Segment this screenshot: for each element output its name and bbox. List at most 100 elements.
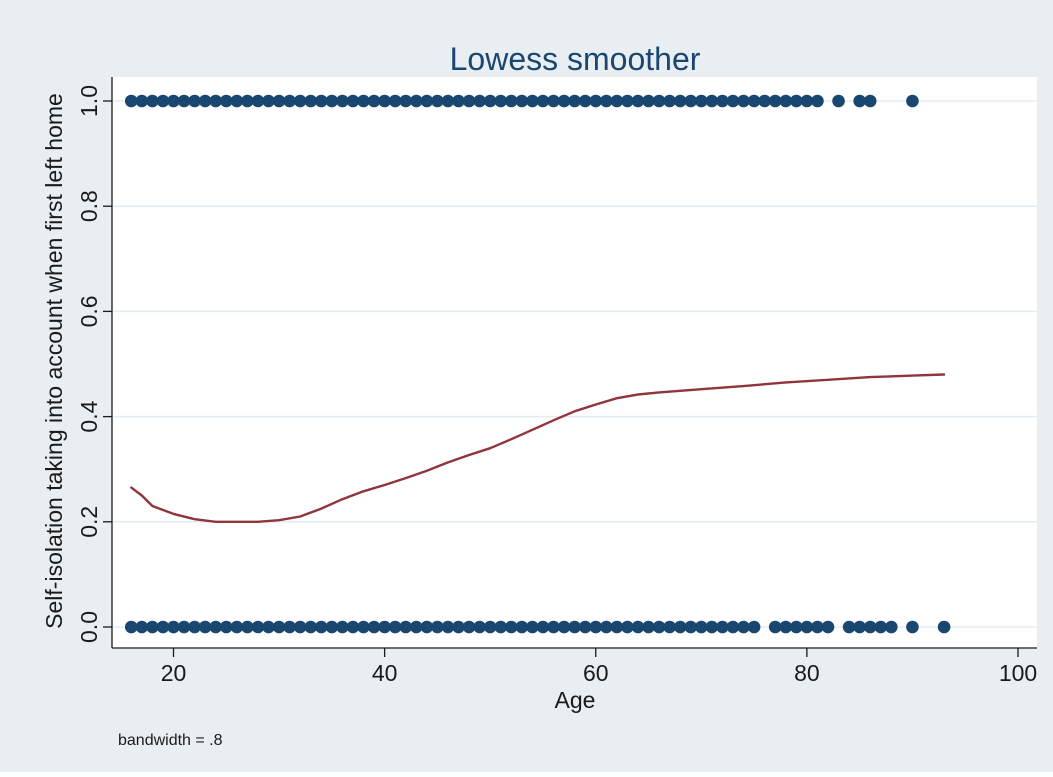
data-point-s0-59 [747, 94, 761, 108]
data-point-s1-67 [853, 620, 866, 634]
data-point-s0-48 [631, 94, 645, 108]
chart-title: Lowess smoother [450, 41, 701, 77]
data-point-s1-42 [568, 620, 581, 634]
lowess-line-group [130, 373, 946, 523]
data-point-s1-28 [420, 620, 434, 634]
data-point-s0-3 [156, 94, 170, 108]
data-point-s0-6 [188, 94, 201, 108]
y-axis-ticks: 0.0 0.2 0.4 0.6 0.8 1.0 [76, 85, 112, 643]
data-point-s1-53 [684, 620, 698, 634]
data-point-s0-55 [705, 94, 719, 108]
x-axis-label: Age [555, 687, 596, 713]
data-point-s0-29 [431, 94, 444, 108]
data-point-s1-40 [547, 620, 560, 634]
data-point-s1-16 [293, 620, 307, 634]
lowess-line [130, 373, 946, 523]
data-point-s1-19 [325, 620, 339, 634]
x-tick-label-4: 100 [999, 660, 1037, 686]
data-point-s0-21 [346, 94, 360, 108]
data-point-s1-37 [515, 620, 529, 634]
data-point-s1-6 [188, 620, 201, 634]
data-point-s0-31 [452, 94, 465, 108]
data-point-s1-4 [167, 620, 180, 634]
data-point-s0-40 [547, 94, 560, 108]
data-point-s1-2 [146, 620, 159, 634]
data-point-s1-64 [811, 620, 824, 634]
data-point-s0-2 [146, 94, 159, 108]
data-point-s1-38 [526, 620, 539, 634]
data-point-s0-23 [367, 94, 381, 108]
data-point-s0-61 [768, 94, 782, 108]
data-point-s0-33 [473, 94, 486, 108]
data-point-s1-15 [283, 620, 296, 634]
data-point-s1-50 [652, 620, 666, 634]
data-point-s0-39 [536, 94, 550, 108]
data-point-s1-71 [906, 620, 919, 634]
data-point-s0-49 [642, 94, 655, 108]
data-point-s0-43 [578, 94, 592, 108]
data-point-s1-56 [716, 620, 729, 634]
y-tick-label-3: 0.6 [76, 295, 102, 327]
data-point-s0-36 [505, 94, 518, 108]
data-point-s1-9 [219, 620, 233, 634]
bandwidth-note: bandwidth = .8 [118, 732, 223, 749]
data-point-s1-5 [177, 620, 191, 634]
data-point-s0-35 [494, 94, 508, 108]
data-point-s0-0 [124, 94, 138, 108]
data-point-s0-19 [325, 94, 339, 108]
data-point-s0-15 [283, 94, 296, 108]
data-point-s0-46 [610, 94, 624, 108]
data-point-s0-47 [621, 94, 634, 108]
plot-area [112, 77, 1037, 648]
data-point-s0-20 [336, 94, 349, 108]
axes [111, 77, 1037, 649]
data-point-s1-11 [241, 620, 254, 634]
data-point-s1-35 [494, 620, 508, 634]
data-point-s0-4 [167, 94, 180, 108]
data-point-s1-7 [198, 620, 212, 634]
data-point-s0-51 [663, 94, 676, 108]
data-point-s1-24 [378, 620, 391, 634]
data-point-s1-54 [695, 620, 708, 634]
data-point-s0-24 [378, 94, 391, 108]
data-point-s0-18 [314, 94, 328, 108]
y-axis-label: Self-isolation taking into account when … [41, 93, 67, 629]
data-point-s1-43 [578, 620, 592, 634]
data-point-s1-30 [441, 620, 455, 634]
data-point-s0-41 [557, 94, 571, 108]
data-point-s1-52 [673, 620, 687, 634]
data-point-s0-63 [790, 94, 803, 108]
data-point-s1-69 [874, 620, 888, 634]
data-point-s0-5 [177, 94, 191, 108]
data-point-s0-44 [589, 94, 603, 108]
data-point-s1-34 [483, 620, 497, 634]
data-point-s0-11 [241, 94, 254, 108]
x-tick-label-0: 20 [161, 660, 187, 686]
data-point-s1-13 [262, 620, 275, 634]
data-point-s1-57 [726, 620, 740, 634]
data-point-s1-72 [937, 620, 951, 634]
data-point-s0-42 [568, 94, 581, 108]
data-point-s0-10 [230, 94, 244, 108]
data-point-s1-12 [251, 620, 265, 634]
data-point-s0-28 [420, 94, 434, 108]
data-point-s1-17 [304, 620, 318, 634]
data-point-s1-62 [790, 620, 803, 634]
data-point-s1-45 [600, 620, 613, 634]
data-point-s0-22 [357, 94, 370, 108]
x-tick-label-3: 80 [794, 660, 820, 686]
y-tick-label-2: 0.4 [76, 400, 102, 432]
data-point-s1-55 [705, 620, 719, 634]
data-point-s0-32 [462, 94, 476, 108]
data-point-s1-44 [589, 620, 603, 634]
x-axis-ticks: 20 40 60 80 100 [161, 648, 1037, 686]
data-point-s0-27 [409, 94, 423, 108]
data-point-s1-22 [357, 620, 370, 634]
data-point-s1-21 [346, 620, 360, 634]
data-point-s0-56 [716, 94, 729, 108]
data-point-s1-31 [452, 620, 465, 634]
data-point-s0-9 [219, 94, 233, 108]
data-point-s1-18 [314, 620, 328, 634]
